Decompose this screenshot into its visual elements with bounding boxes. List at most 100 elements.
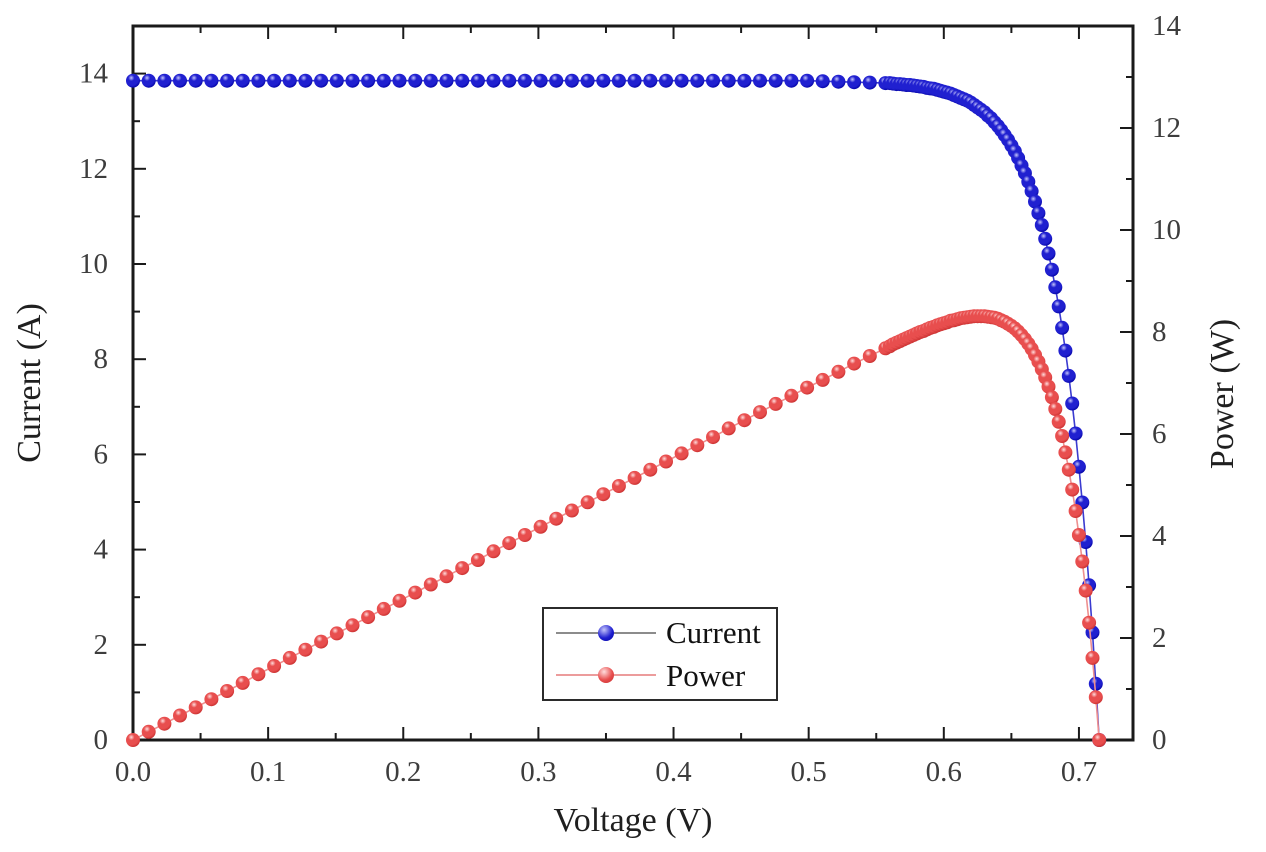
current-marker (596, 73, 611, 88)
y-right-tick-label: 6 (1152, 418, 1167, 450)
power-marker (329, 626, 344, 641)
current-marker (564, 73, 579, 88)
power-marker (580, 495, 595, 510)
current-marker (1058, 343, 1073, 358)
current-marker (800, 73, 815, 88)
current-marker (753, 73, 767, 88)
current-marker (329, 73, 344, 88)
current-marker (204, 73, 219, 88)
current-marker (737, 73, 752, 88)
power-marker (1044, 390, 1059, 405)
power-marker (706, 430, 720, 445)
current-marker (486, 73, 501, 88)
x-tick-label: 0.2 (385, 756, 421, 788)
current-marker (1065, 396, 1080, 411)
power-marker (220, 684, 235, 698)
power-marker (831, 364, 846, 379)
power-marker (517, 528, 532, 542)
power-marker (596, 487, 611, 502)
current-marker (1055, 320, 1070, 335)
power-marker (141, 724, 156, 739)
y-left-tick-label: 10 (79, 248, 108, 280)
power-marker (533, 519, 548, 534)
power-marker (157, 716, 172, 731)
current-marker (157, 73, 172, 88)
current-marker-icon (598, 624, 614, 641)
current-marker (173, 73, 187, 88)
current-marker (611, 73, 626, 88)
power-marker (173, 708, 187, 723)
current-marker (392, 73, 407, 88)
power-marker (1061, 462, 1076, 477)
power-marker (611, 479, 626, 493)
power-marker (282, 650, 297, 665)
current-marker (455, 73, 470, 88)
y-right-tick-label: 14 (1152, 10, 1182, 42)
current-marker (1034, 218, 1049, 232)
legend-swatch-current (556, 624, 656, 641)
power-marker (1048, 402, 1063, 416)
legend-label-power: Power (666, 657, 746, 693)
power-marker (674, 446, 689, 461)
legend-item-power: Power (544, 654, 776, 696)
current-marker (1028, 194, 1042, 209)
power-marker (502, 536, 517, 551)
x-tick-label: 0.5 (791, 756, 827, 788)
power-marker (298, 642, 313, 657)
current-marker (659, 73, 673, 88)
power-marker (204, 692, 219, 707)
current-marker (549, 73, 564, 88)
power-marker (784, 388, 799, 403)
y-left-tick-label: 12 (79, 153, 108, 185)
power-marker (267, 659, 282, 673)
power-marker (1051, 414, 1066, 429)
power-marker (564, 503, 579, 518)
x-tick-label: 0.6 (926, 756, 962, 788)
power-marker (1075, 554, 1090, 569)
current-marker (1051, 299, 1066, 314)
power-marker (408, 585, 423, 600)
power-marker (455, 561, 470, 576)
current-marker (721, 73, 736, 88)
current-marker (298, 73, 313, 88)
current-marker (1068, 426, 1083, 441)
power-marker (361, 610, 376, 625)
power-marker (314, 634, 329, 649)
x-tick-label: 0.7 (1061, 756, 1097, 788)
legend-item-current: Current (544, 612, 776, 654)
current-marker (267, 73, 282, 88)
current-marker (784, 73, 799, 88)
current-marker (345, 73, 360, 88)
power-marker (1078, 583, 1093, 598)
power-marker (423, 577, 438, 592)
current-marker (1031, 206, 1046, 221)
y-right-tick-label: 0 (1152, 724, 1167, 756)
power-marker (486, 544, 501, 559)
current-marker (1061, 368, 1076, 383)
y-left-tick-label: 2 (94, 629, 109, 661)
series-current (126, 73, 1107, 747)
current-marker (690, 73, 705, 88)
y-right-tick-label: 4 (1152, 520, 1167, 552)
current-marker (408, 73, 423, 88)
current-marker (314, 73, 329, 88)
current-marker (517, 73, 532, 88)
y-left-tick-label: 0 (94, 724, 109, 756)
current-marker (706, 73, 720, 88)
power-marker (1085, 650, 1100, 665)
legend-swatch-power (556, 667, 656, 684)
current-marker (361, 73, 376, 88)
current-marker (188, 73, 203, 88)
power-marker (737, 413, 752, 428)
power-marker (1088, 690, 1103, 705)
x-tick-label: 0.3 (520, 756, 556, 788)
power-marker-icon (598, 667, 614, 684)
power-marker (1092, 733, 1107, 747)
power-marker (235, 675, 250, 690)
current-marker (1038, 231, 1053, 246)
legend-label-current: Current (666, 615, 761, 651)
power-marker (392, 593, 407, 608)
current-marker (580, 73, 595, 88)
power-marker (188, 700, 203, 715)
